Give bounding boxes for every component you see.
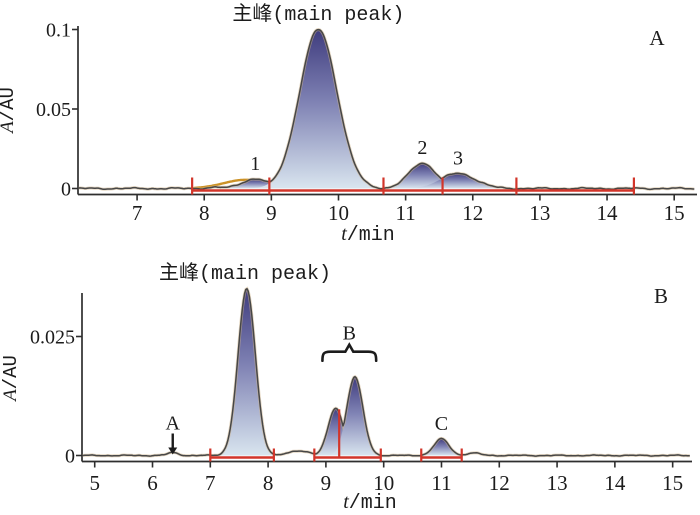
- arrow-label-A: A: [166, 413, 181, 435]
- x-tick-label: 9: [321, 471, 332, 495]
- x-tick-label: 12: [462, 201, 483, 225]
- y-tick-label: 0.1: [46, 20, 71, 42]
- x-tick-label: 11: [431, 471, 451, 495]
- impurity-peak-3-fill: [388, 173, 528, 189]
- x-tick-label: 13: [529, 201, 550, 225]
- panel-letter-B: B: [654, 284, 668, 308]
- x-tick-label: 6: [147, 471, 158, 495]
- impurity-peak-2-fill: [368, 163, 477, 189]
- x-tick-label: 12: [489, 471, 510, 495]
- x-tick-label: 15: [662, 471, 683, 495]
- peak-c-fill: [411, 438, 472, 456]
- y-tick-label: 0: [65, 446, 75, 468]
- main-peak-fill: [243, 29, 394, 189]
- trace-halo: [78, 28, 695, 191]
- peak-label-3: 3: [453, 147, 463, 169]
- main-peak-fill: [212, 288, 282, 456]
- y-axis-label: A/AU: [0, 355, 22, 403]
- x-tick-label: 7: [205, 471, 216, 495]
- peak-label-C: C: [435, 413, 448, 435]
- peak-label-2: 2: [417, 137, 427, 159]
- x-tick-label: 7: [132, 201, 143, 225]
- x-tick-label: 8: [199, 201, 210, 225]
- x-tick-label: 13: [547, 471, 568, 495]
- panel-letter-A: A: [649, 26, 665, 50]
- x-tick-label: 11: [396, 201, 416, 225]
- x-tick-label: 14: [604, 471, 626, 495]
- x-axis-label: t/min: [341, 223, 395, 247]
- x-tick-label: 14: [597, 201, 619, 225]
- chromatogram-trace: [78, 28, 695, 191]
- x-tick-label: 10: [373, 471, 394, 495]
- peak-b2-fill: [322, 377, 388, 456]
- y-axis-label: A/AU: [0, 87, 19, 135]
- peak-b1-fill: [305, 407, 366, 456]
- brace-label-B: B: [343, 323, 356, 345]
- impurity-peak-1-fill: [201, 179, 309, 189]
- y-tick-label: 0.05: [36, 99, 71, 121]
- x-tick-label: 8: [263, 471, 274, 495]
- x-tick-label: 5: [89, 471, 100, 495]
- y-tick-label: 0: [61, 179, 71, 201]
- arrow-head: [168, 447, 178, 455]
- peak-label-1: 1: [250, 153, 260, 175]
- main-peak-title: 主峰(main peak): [232, 2, 404, 27]
- chromatogram-trace: [82, 287, 690, 457]
- x-axis-label: t/min: [343, 491, 397, 515]
- x-tick-label: 9: [266, 201, 277, 225]
- brace-bracket: [321, 342, 378, 363]
- main-peak-title: 主峰(main peak): [159, 261, 331, 286]
- x-tick-label: 15: [664, 201, 685, 225]
- x-tick-label: 10: [328, 201, 349, 225]
- y-tick-label: 0.025: [30, 327, 75, 349]
